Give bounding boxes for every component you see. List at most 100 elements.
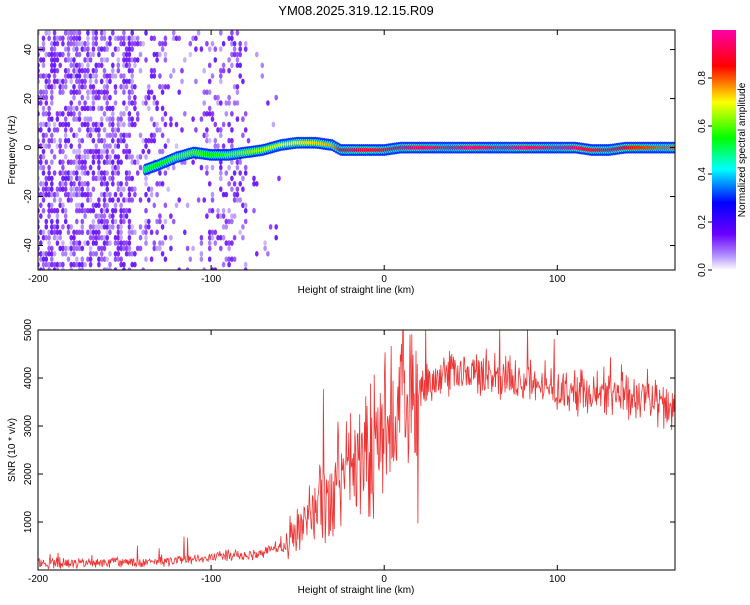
noise-cell (75, 78, 79, 85)
noise-cell (77, 175, 82, 182)
noise-cell (210, 73, 215, 79)
noise-cell (207, 137, 212, 144)
noise-cell (80, 202, 85, 209)
noise-cell (138, 132, 143, 139)
noise-cell (138, 245, 143, 252)
noise-cell (41, 261, 46, 268)
noise-cell (202, 197, 206, 203)
noise-cell (86, 46, 90, 52)
noise-cell (243, 170, 248, 176)
noise-cell (97, 164, 101, 171)
noise-cell (50, 218, 54, 225)
noise-cell (52, 30, 57, 36)
noise-cell (127, 240, 132, 246)
noise-cell (105, 229, 109, 236)
noise-cell (158, 240, 162, 246)
noise-cell (91, 175, 96, 182)
noise-cell (127, 94, 132, 101)
noise-cell (163, 202, 168, 209)
noise-cell (166, 84, 170, 90)
noise-cell (86, 51, 90, 58)
noise-cell (50, 148, 54, 155)
noise-cell (99, 105, 104, 112)
noise-cell (124, 57, 129, 63)
noise-cell (66, 229, 71, 236)
noise-cell (44, 159, 49, 165)
noise-cell (61, 181, 65, 187)
noise-cell (50, 229, 54, 236)
noise-cell (207, 105, 212, 112)
noise-cell (41, 164, 46, 171)
noise-cell (91, 251, 96, 257)
noise-cell (86, 40, 90, 47)
noise-cell (130, 40, 134, 47)
noise-cell (75, 170, 79, 176)
noise-cell (72, 240, 76, 246)
noise-cell (219, 67, 223, 74)
noise-cell (241, 132, 245, 139)
noise-cell (47, 105, 51, 112)
noise-cell (75, 240, 79, 246)
noise-cell (130, 46, 134, 52)
noise-cell (124, 35, 129, 42)
noise-cell (160, 240, 165, 246)
noise-cell (111, 111, 115, 117)
noise-cell (221, 143, 226, 149)
noise-cell (174, 35, 179, 42)
noise-cell (116, 35, 121, 42)
noise-cell (124, 105, 129, 112)
snr-y-tick-label: 3000 (23, 414, 34, 437)
noise-cell (99, 57, 104, 63)
noise-cell (152, 51, 157, 58)
noise-cell (133, 57, 137, 63)
noise-cell (230, 35, 234, 42)
noise-cell (91, 127, 96, 133)
noise-cell (75, 261, 79, 268)
noise-cell (124, 46, 129, 52)
noise-cell (163, 121, 168, 128)
noise-cell (122, 261, 126, 268)
noise-cell (58, 148, 62, 155)
noise-cell (75, 51, 79, 58)
noise-cell (61, 35, 65, 42)
noise-cell (80, 181, 85, 187)
noise-cell (133, 40, 137, 47)
noise-cell (77, 202, 82, 209)
noise-cell (52, 261, 57, 268)
noise-cell (127, 57, 132, 63)
noise-cell (77, 164, 82, 171)
noise-cell (69, 57, 73, 63)
noise-cell (127, 35, 132, 42)
noise-cell (88, 164, 93, 171)
colorbar-tick-label: 0.6 (697, 119, 708, 133)
noise-cell (127, 207, 132, 214)
noise-cell (77, 51, 82, 58)
noise-cell (41, 89, 46, 95)
noise-cell (158, 40, 162, 47)
noise-cell (194, 127, 198, 133)
noise-cell (127, 111, 132, 117)
noise-cell (111, 164, 115, 171)
noise-cell (219, 186, 223, 192)
noise-cell (83, 207, 87, 214)
noise-cell (135, 40, 140, 47)
noise-cell (50, 40, 54, 47)
noise-cell (102, 35, 107, 42)
noise-cell (102, 240, 107, 246)
noise-cell (91, 94, 96, 101)
noise-cell (177, 267, 181, 270)
noise-cell (66, 137, 71, 144)
noise-cell (158, 181, 162, 187)
noise-cell (44, 186, 49, 192)
noise-cell (191, 245, 195, 252)
noise-cell (80, 256, 85, 263)
noise-cell (102, 159, 107, 165)
noise-cell (232, 100, 237, 106)
noise-cell (86, 181, 90, 187)
noise-cell (94, 251, 98, 257)
noise-cell (235, 197, 240, 203)
noise-cell (124, 213, 129, 219)
noise-cell (130, 251, 134, 257)
noise-cell (210, 234, 215, 241)
noise-cell (122, 218, 126, 225)
